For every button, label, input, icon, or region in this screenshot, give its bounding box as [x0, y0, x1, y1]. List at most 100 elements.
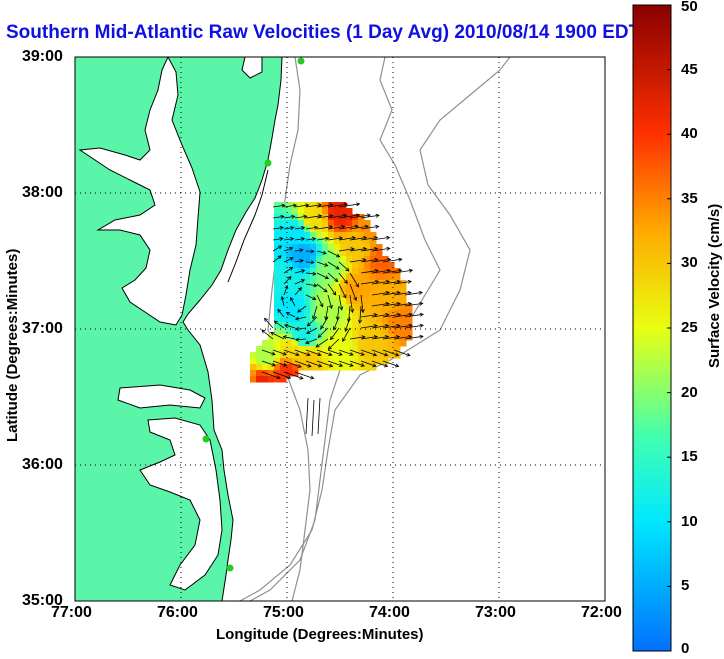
velocity-cell — [364, 340, 371, 347]
velocity-cell — [292, 244, 299, 251]
velocity-arrow — [371, 281, 390, 285]
velocity-cell — [358, 316, 365, 323]
velocity-cell — [316, 274, 323, 281]
velocity-cell — [310, 334, 317, 341]
velocity-cell — [322, 292, 329, 299]
velocity-arrow — [404, 324, 424, 329]
x-axis-label: Longitude (Degrees:Minutes) — [216, 626, 424, 643]
velocity-arrow — [317, 327, 329, 338]
velocity-cell — [310, 352, 317, 359]
velocity-arrowhead — [310, 260, 315, 265]
velocity-arrow — [382, 281, 401, 285]
velocity-arrowhead — [310, 375, 315, 380]
velocity-cell — [376, 268, 383, 275]
velocity-arrowhead — [360, 363, 365, 367]
velocity-cell — [400, 292, 407, 299]
velocity-cell — [352, 280, 359, 287]
velocity-cell — [334, 352, 341, 359]
velocity-arrowhead — [300, 237, 306, 242]
velocity-cell — [280, 286, 287, 293]
velocity-arrowhead — [386, 235, 391, 240]
velocity-arrow — [283, 336, 296, 340]
velocity-cell — [334, 280, 341, 287]
velocity-cell — [292, 322, 299, 329]
velocity-cell — [298, 298, 305, 305]
velocity-arrow — [283, 349, 299, 356]
velocity-arrowhead — [360, 309, 365, 314]
velocity-arrowhead — [344, 327, 349, 332]
velocity-arrowhead — [398, 268, 403, 273]
velocity-arrow — [393, 292, 412, 296]
velocity-cell — [394, 322, 401, 329]
velocity-cell — [310, 250, 317, 257]
velocity-arrowhead — [408, 323, 413, 328]
velocity-cell — [286, 280, 293, 287]
velocity-arrowhead — [313, 283, 318, 288]
velocity-arrow — [333, 316, 340, 330]
velocity-cell — [268, 370, 275, 377]
velocity-cell — [274, 340, 281, 347]
velocity-arrow — [393, 336, 412, 340]
velocity-arrow — [294, 279, 305, 285]
velocity-cell — [322, 328, 329, 335]
velocity-cell — [334, 244, 341, 251]
velocity-vectors — [261, 202, 424, 437]
colorbar-ticks — [667, 4, 671, 652]
velocity-cell — [298, 322, 305, 329]
velocity-arrow — [295, 316, 307, 320]
velocity-arrow — [382, 303, 401, 307]
velocity-cell — [304, 214, 311, 221]
velocity-cell — [358, 262, 365, 269]
velocity-cell — [322, 214, 329, 221]
velocity-cell — [352, 364, 359, 371]
velocity-arrow — [305, 397, 309, 435]
velocity-cell — [370, 352, 377, 359]
velocity-arrow — [371, 292, 390, 296]
velocity-arrowhead — [287, 275, 292, 281]
velocity-arrowhead — [349, 352, 354, 356]
velocity-arrowhead — [395, 334, 401, 339]
velocity-arrow — [371, 336, 389, 340]
velocity-cell — [370, 340, 377, 347]
velocity-cell — [280, 370, 287, 377]
hf-radar-station — [202, 435, 210, 443]
velocity-cell — [286, 334, 293, 341]
velocity-cell — [262, 364, 269, 371]
velocity-cell — [298, 220, 305, 227]
velocity-cell — [250, 370, 257, 377]
velocity-cell — [262, 340, 269, 347]
velocity-cell — [364, 238, 371, 245]
velocity-arrowhead — [374, 279, 380, 284]
velocity-cell — [286, 220, 293, 227]
velocity-cell — [262, 358, 269, 365]
velocity-cell — [286, 328, 293, 335]
velocity-cell — [274, 364, 281, 371]
velocity-cell — [322, 280, 329, 287]
velocity-cell — [322, 286, 329, 293]
velocity-cell — [250, 352, 257, 359]
velocity-cell — [268, 340, 275, 347]
velocity-cell — [406, 316, 413, 323]
velocity-arrowhead — [317, 214, 323, 219]
velocity-arrowhead — [334, 278, 339, 283]
velocity-arrowhead — [385, 301, 390, 306]
velocity-cell — [292, 334, 299, 341]
velocity-arrow — [305, 238, 316, 241]
velocity-cell — [256, 352, 263, 359]
velocity-arrowhead — [271, 351, 276, 356]
velocity-cell — [358, 256, 365, 263]
colorbar-tick-label: 30 — [681, 254, 698, 272]
velocity-arrow — [316, 204, 333, 208]
velocity-cell — [280, 244, 287, 251]
velocity-cell — [400, 316, 407, 323]
velocity-arrow — [338, 225, 359, 230]
velocity-cell — [304, 262, 311, 269]
velocity-cell — [298, 238, 305, 245]
velocity-cell — [352, 298, 359, 305]
velocity-cell — [292, 286, 299, 293]
velocity-cell — [292, 352, 299, 359]
velocity-cell — [256, 370, 263, 377]
velocity-cell — [304, 364, 311, 371]
velocity-cell — [310, 262, 317, 269]
velocity-cell — [328, 268, 335, 275]
